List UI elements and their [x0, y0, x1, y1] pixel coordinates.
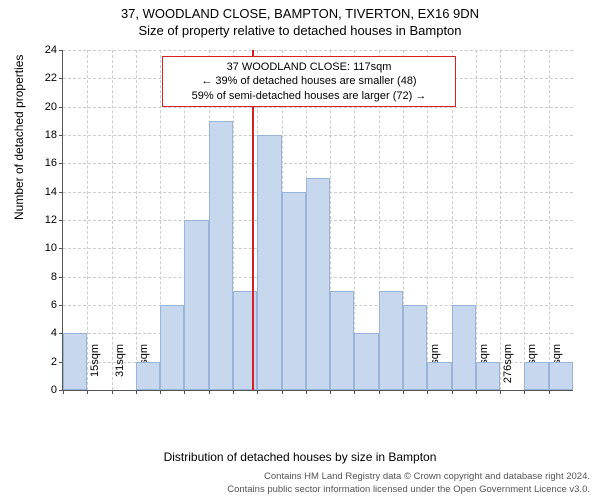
histogram-bar	[330, 291, 354, 390]
chart-title-line2: Size of property relative to detached ho…	[0, 23, 600, 40]
x-axis-label: Distribution of detached houses by size …	[0, 450, 600, 464]
ytick-mark	[59, 305, 63, 306]
xtick-label: 15sqm	[89, 342, 101, 394]
xtick-mark	[379, 390, 380, 394]
histogram-bar	[524, 362, 548, 390]
histogram-bar	[184, 220, 208, 390]
xtick-mark	[476, 390, 477, 394]
xtick-mark	[549, 390, 550, 394]
ytick-mark	[59, 163, 63, 164]
gridline-v	[136, 50, 137, 390]
histogram-bar	[306, 178, 330, 391]
gridline-v	[500, 50, 501, 390]
xtick-mark	[209, 390, 210, 394]
histogram-bar	[427, 362, 451, 390]
xtick-mark	[136, 390, 137, 394]
ytick-mark	[59, 192, 63, 193]
chart-title-line1: 37, WOODLAND CLOSE, BAMPTON, TIVERTON, E…	[0, 0, 600, 23]
xtick-mark	[330, 390, 331, 394]
footer-line1: Contains HM Land Registry data © Crown c…	[227, 471, 590, 483]
xtick-mark	[63, 390, 64, 394]
property-annotation-box: 37 WOODLAND CLOSE: 117sqm ← 39% of detac…	[162, 56, 456, 107]
xtick-mark	[403, 390, 404, 394]
footer-line2: Contains public sector information licen…	[227, 484, 590, 496]
annotation-line1: 37 WOODLAND CLOSE: 117sqm	[169, 60, 449, 74]
histogram-bar	[476, 362, 500, 390]
ytick-mark	[59, 248, 63, 249]
histogram-bar	[209, 121, 233, 390]
histogram-bar	[379, 291, 403, 390]
ytick-mark	[59, 220, 63, 221]
histogram-bar	[136, 362, 160, 390]
gridline-h	[63, 135, 573, 136]
xtick-label: 31sqm	[114, 342, 126, 394]
ytick-mark	[59, 135, 63, 136]
gridline-v	[87, 50, 88, 390]
histogram-bar	[452, 305, 476, 390]
histogram-bar	[282, 192, 306, 390]
gridline-h	[63, 50, 573, 51]
chart-container: 37, WOODLAND CLOSE, BAMPTON, TIVERTON, E…	[0, 0, 600, 500]
gridline-v	[524, 50, 525, 390]
histogram-bar	[63, 333, 87, 390]
xtick-mark	[233, 390, 234, 394]
gridline-v	[476, 50, 477, 390]
gridline-h	[63, 163, 573, 164]
ytick-mark	[59, 107, 63, 108]
xtick-mark	[160, 390, 161, 394]
ytick-mark	[59, 78, 63, 79]
xtick-mark	[306, 390, 307, 394]
annotation-line2: ← 39% of detached houses are smaller (48…	[169, 74, 449, 88]
xtick-mark	[282, 390, 283, 394]
histogram-bar	[549, 362, 573, 390]
histogram-bar	[257, 135, 281, 390]
histogram-bar	[403, 305, 427, 390]
gridline-v	[112, 50, 113, 390]
footer-attribution: Contains HM Land Registry data © Crown c…	[227, 471, 590, 496]
xtick-mark	[452, 390, 453, 394]
ytick-mark	[59, 50, 63, 51]
xtick-label: 276sqm	[502, 342, 514, 394]
histogram-bar	[160, 305, 184, 390]
y-axis-label: Number of detached properties	[12, 55, 26, 220]
xtick-mark	[112, 390, 113, 394]
gridline-v	[549, 50, 550, 390]
xtick-mark	[500, 390, 501, 394]
histogram-bar	[354, 333, 378, 390]
ytick-mark	[59, 277, 63, 278]
chart-plot-area: 0246810121416182022240sqm15sqm31sqm46sqm…	[62, 50, 572, 390]
annotation-line3: 59% of semi-detached houses are larger (…	[169, 89, 449, 103]
